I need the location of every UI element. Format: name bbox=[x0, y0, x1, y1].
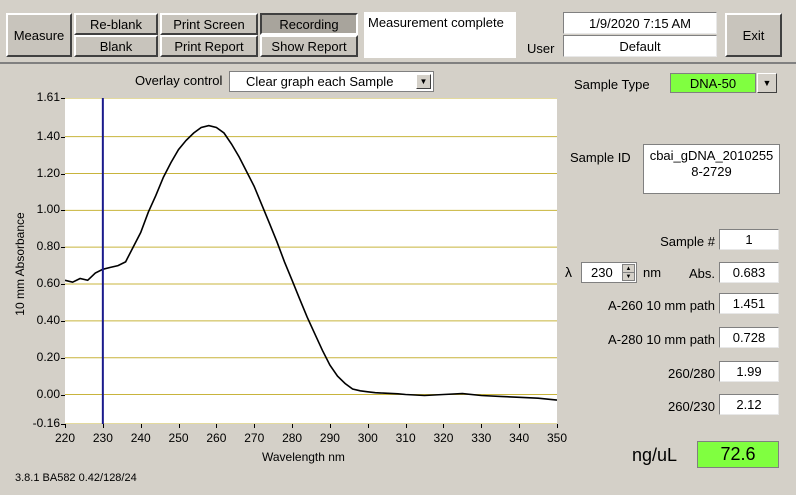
x-tick-label: 250 bbox=[168, 431, 189, 445]
y-tick-mark bbox=[61, 394, 65, 396]
y-axis-label: 10 mm Absorbance bbox=[13, 212, 27, 316]
version-info: 3.8.1 BA582 0.42/128/24 bbox=[15, 472, 137, 484]
ratio-260-280-label: 260/280 bbox=[668, 366, 715, 381]
x-tick-label: 270 bbox=[244, 431, 265, 445]
x-tick-label: 340 bbox=[509, 431, 530, 445]
user-field[interactable]: Default bbox=[563, 35, 717, 57]
x-tick-mark bbox=[557, 424, 558, 428]
x-tick-mark bbox=[367, 424, 369, 428]
sample-type-value[interactable]: DNA-50 bbox=[670, 73, 756, 93]
sample-id-field[interactable]: cbai_gDNA_20102558-2729 bbox=[643, 144, 780, 194]
y-tick-mark bbox=[61, 173, 65, 175]
datetime-display: 1/9/2020 7:15 AM bbox=[563, 12, 717, 34]
user-label: User bbox=[527, 41, 555, 56]
status-message: Measurement complete bbox=[364, 12, 516, 58]
y-axis-label-wrap: 10 mm Absorbance bbox=[6, 205, 32, 325]
sample-type-label: Sample Type bbox=[574, 77, 650, 92]
x-tick-mark bbox=[329, 424, 331, 428]
y-tick-label: 1.00 bbox=[36, 202, 60, 217]
exit-button[interactable]: Exit bbox=[725, 13, 782, 57]
y-tick-mark bbox=[61, 98, 65, 99]
y-tick-label: 0.40 bbox=[36, 312, 60, 327]
a280-label: A-280 10 mm path bbox=[608, 332, 715, 347]
overlay-control-value: Clear graph each Sample bbox=[246, 74, 394, 89]
print-screen-button[interactable]: Print Screen bbox=[160, 13, 258, 35]
reblank-button[interactable]: Re-blank bbox=[74, 13, 158, 35]
x-tick-mark bbox=[405, 424, 407, 428]
overlay-control-label: Overlay control bbox=[135, 73, 223, 88]
y-tick-label: 1.20 bbox=[36, 165, 60, 180]
chart-plot-area bbox=[65, 98, 557, 424]
absorbance-series-line bbox=[65, 124, 557, 401]
lambda-value: 230 bbox=[591, 265, 613, 280]
sample-number-label: Sample # bbox=[660, 234, 715, 249]
abs-label: Abs. bbox=[688, 266, 715, 281]
y-tick-mark bbox=[61, 424, 65, 425]
show-report-button[interactable]: Show Report bbox=[260, 35, 358, 57]
y-tick-mark bbox=[61, 136, 65, 138]
y-tick-mark bbox=[61, 284, 65, 286]
x-tick-label: 350 bbox=[547, 431, 568, 445]
x-tick-label: 310 bbox=[395, 431, 416, 445]
x-tick-label: 280 bbox=[282, 431, 303, 445]
overlay-control-select[interactable]: Clear graph each Sample ▼ bbox=[229, 71, 434, 92]
ratio-260-230-value: 2.12 bbox=[719, 394, 779, 415]
decrement-icon[interactable]: ▼ bbox=[622, 272, 635, 281]
y-tick-label: 1.40 bbox=[36, 128, 60, 143]
y-tick-mark bbox=[61, 320, 65, 322]
y-tick-label: 1.61 bbox=[36, 90, 60, 104]
print-report-button[interactable]: Print Report bbox=[160, 35, 258, 57]
abs-value: 0.683 bbox=[719, 262, 779, 283]
y-tick-label: 0.00 bbox=[36, 386, 60, 401]
y-tick-label: -0.16 bbox=[32, 416, 60, 430]
ratio-260-230-label: 260/230 bbox=[668, 399, 715, 414]
x-tick-mark bbox=[102, 424, 104, 428]
lambda-symbol: λ bbox=[565, 264, 572, 280]
x-tick-label: 300 bbox=[357, 431, 378, 445]
toolbar: Measure Re-blank Blank Print Screen Prin… bbox=[0, 0, 796, 64]
concentration-value: 72.6 bbox=[697, 441, 779, 468]
x-tick-mark bbox=[254, 424, 256, 428]
x-tick-mark bbox=[65, 424, 66, 428]
x-tick-label: 320 bbox=[433, 431, 454, 445]
x-tick-mark bbox=[443, 424, 445, 428]
sample-number-field[interactable]: 1 bbox=[719, 229, 779, 250]
a260-value: 1.451 bbox=[719, 293, 779, 314]
x-tick-mark bbox=[481, 424, 483, 428]
x-tick-mark bbox=[140, 424, 142, 428]
sample-type-dropdown-icon[interactable]: ▼ bbox=[757, 73, 777, 93]
x-tick-label: 240 bbox=[130, 431, 151, 445]
lambda-stepper[interactable]: 230 ▲ ▼ bbox=[581, 262, 637, 283]
y-tick-label: 0.60 bbox=[36, 276, 60, 291]
x-tick-label: 230 bbox=[92, 431, 113, 445]
ratio-260-280-value: 1.99 bbox=[719, 361, 779, 382]
lambda-unit: nm bbox=[643, 265, 662, 280]
y-tick-mark bbox=[61, 247, 65, 249]
x-tick-label: 290 bbox=[319, 431, 340, 445]
y-tick-mark bbox=[61, 357, 65, 359]
x-tick-label: 330 bbox=[471, 431, 492, 445]
y-tick-label: 0.20 bbox=[36, 349, 60, 364]
y-tick-mark bbox=[61, 210, 65, 212]
sample-id-label: Sample ID bbox=[570, 150, 631, 165]
chevron-down-icon[interactable]: ▼ bbox=[416, 74, 431, 89]
a260-label: A-260 10 mm path bbox=[608, 298, 715, 313]
x-tick-mark bbox=[216, 424, 218, 428]
measure-button[interactable]: Measure bbox=[6, 13, 72, 57]
x-tick-mark bbox=[292, 424, 294, 428]
y-tick-label: 0.80 bbox=[36, 239, 60, 254]
concentration-label: ng/uL bbox=[632, 445, 678, 465]
blank-button[interactable]: Blank bbox=[74, 35, 158, 57]
a280-value: 0.728 bbox=[719, 327, 779, 348]
x-tick-label: 260 bbox=[206, 431, 227, 445]
x-tick-mark bbox=[178, 424, 180, 428]
x-tick-mark bbox=[519, 424, 521, 428]
absorbance-chart bbox=[65, 98, 557, 424]
x-tick-label: 220 bbox=[55, 431, 76, 445]
x-axis-label: Wavelength nm bbox=[262, 450, 345, 464]
recording-button[interactable]: Recording bbox=[260, 13, 358, 35]
